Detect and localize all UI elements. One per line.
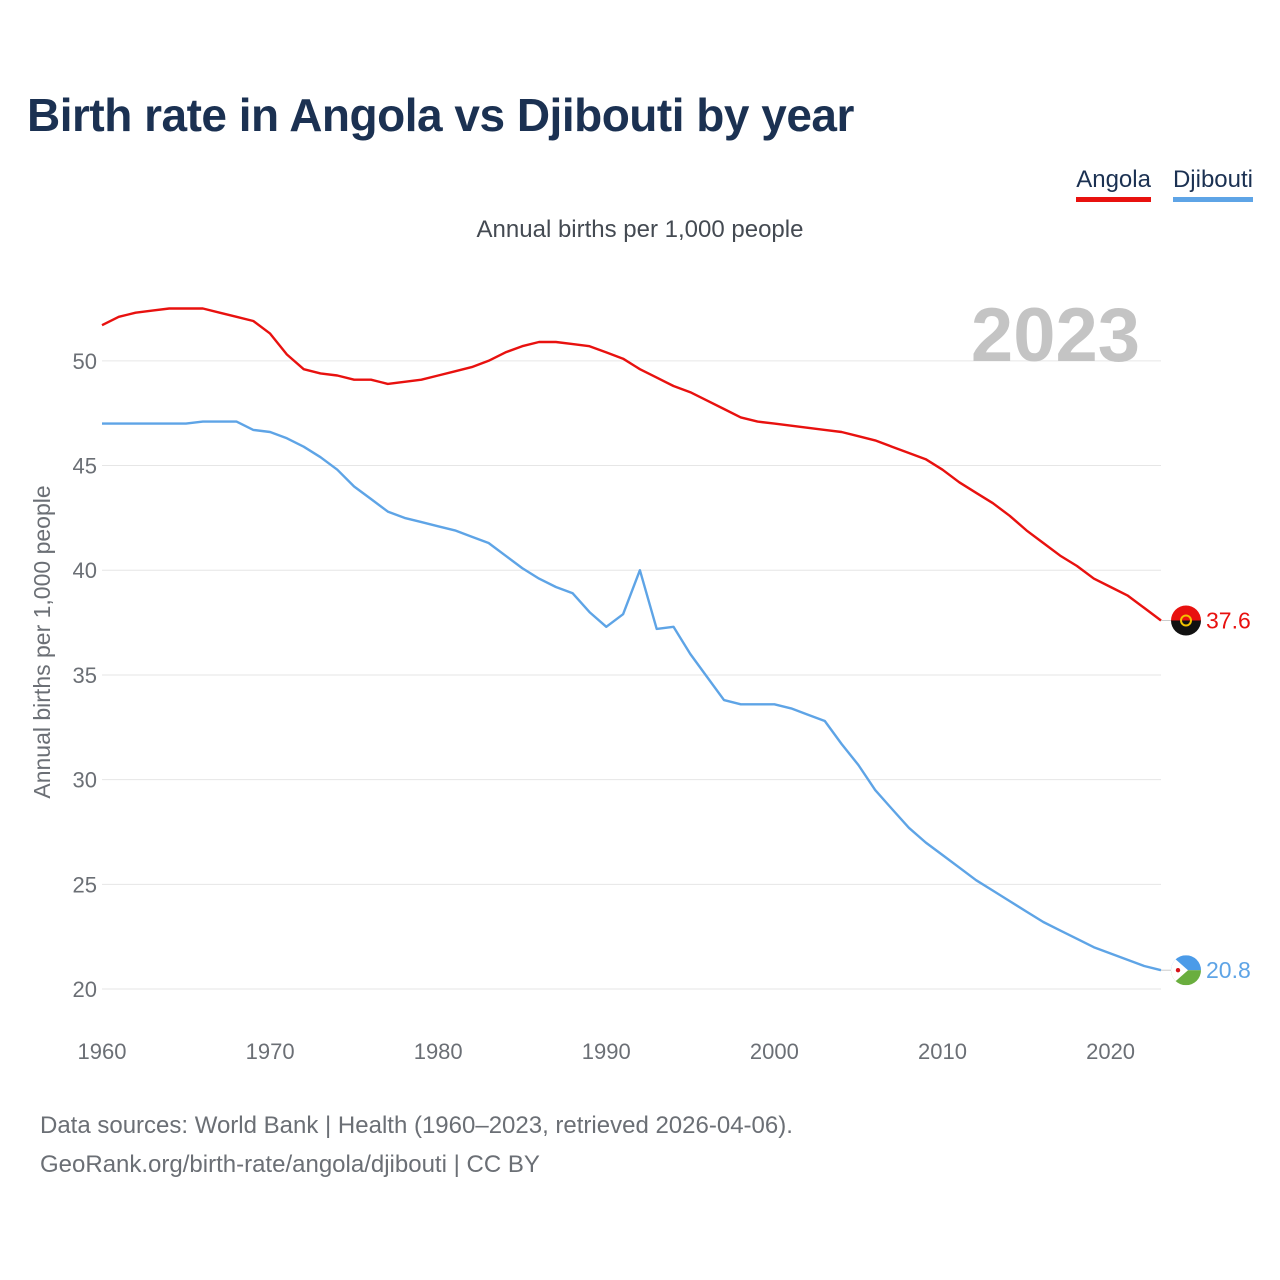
chart-subtitle: Annual births per 1,000 people — [476, 216, 804, 243]
series-line-djibouti[interactable] — [102, 420, 1162, 972]
legend-item-djibouti[interactable]: Djibouti — [1172, 166, 1253, 202]
y-tick-35: 35 — [73, 663, 97, 688]
series-line-angola[interactable] — [101, 307, 1162, 622]
series-lines — [101, 307, 1162, 972]
chart-title: Birth rate in Angola vs Djibouti by year — [27, 89, 854, 141]
x-tick-1980: 1980 — [414, 1039, 463, 1064]
source-note: Data sources: World Bank | Health (1960–… — [40, 1106, 793, 1184]
flag-icon-angola — [1171, 605, 1201, 636]
y-tick-45: 45 — [73, 454, 97, 479]
y-axis-label: Annual births per 1,000 people — [29, 485, 55, 798]
x-tick-2010: 2010 — [918, 1039, 967, 1064]
legend-item-angola[interactable]: Angola — [1076, 166, 1151, 202]
end-label-djibouti: 20.8 — [1206, 957, 1251, 983]
x-axis-ticks: 1960 1970 1980 1990 2000 2010 2020 — [78, 1039, 1136, 1064]
y-tick-25: 25 — [73, 872, 97, 897]
x-tick-1960: 1960 — [78, 1039, 127, 1064]
year-watermark: 2023 — [971, 293, 1140, 378]
y-tick-30: 30 — [73, 768, 97, 793]
y-tick-40: 40 — [73, 558, 97, 583]
x-tick-1970: 1970 — [246, 1039, 295, 1064]
grid-lines — [102, 360, 1161, 990]
x-tick-2000: 2000 — [750, 1039, 799, 1064]
end-label-angola: 37.6 — [1206, 607, 1251, 633]
x-tick-2020: 2020 — [1086, 1039, 1135, 1064]
source-link[interactable]: GeoRank.org/birth-rate/angola/djibouti |… — [40, 1151, 540, 1178]
end-markers: 37.6 20.8 — [1161, 605, 1251, 986]
flag-icon-djibouti — [1171, 955, 1201, 986]
y-tick-50: 50 — [73, 349, 97, 374]
y-axis-ticks: 20 25 30 35 40 45 50 — [73, 349, 97, 1002]
y-tick-20: 20 — [73, 977, 97, 1002]
x-tick-1990: 1990 — [582, 1039, 631, 1064]
source-line: Data sources: World Bank | Health (1960–… — [40, 1112, 793, 1139]
legend: Angola Djibouti — [1076, 166, 1253, 202]
